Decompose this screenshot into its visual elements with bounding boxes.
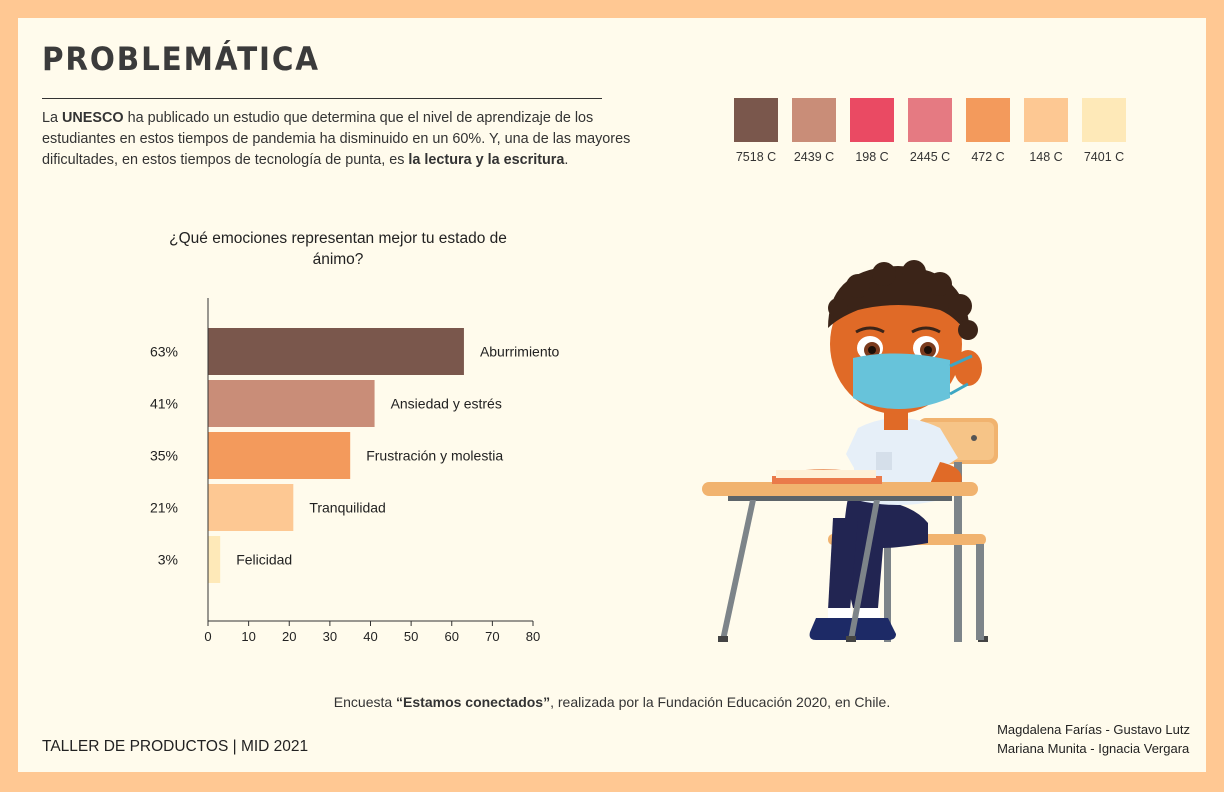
intro-text-3: . — [564, 152, 569, 168]
swatch-color — [966, 98, 1010, 142]
swatch-code: 7518 C — [735, 150, 777, 164]
bar-category-label: Aburrimiento — [480, 344, 560, 360]
x-tick-label: 60 — [445, 629, 459, 644]
bar — [208, 380, 375, 427]
swatch: 148 C — [1024, 98, 1068, 164]
x-tick-label: 80 — [526, 629, 540, 644]
x-tick-label: 40 — [363, 629, 377, 644]
bar — [208, 328, 464, 375]
x-tick-label: 0 — [204, 629, 211, 644]
bar-value-label: 21% — [150, 500, 178, 516]
course-label: TALLER DE PRODUCTOS | MID 2021 — [42, 738, 309, 755]
bar-value-label: 41% — [150, 396, 178, 412]
student-illustration — [702, 260, 998, 642]
source-note: Encuesta “Estamos conectados”, realizada… — [18, 694, 1206, 710]
source-text-post: , realizada por la Fundación Educación 2… — [550, 694, 891, 710]
swatch-color — [1082, 98, 1126, 142]
swatch-color — [908, 98, 952, 142]
color-palette: 7518 C 2439 C 198 C 2445 C 472 C 148 C 7401 C — [734, 98, 1126, 164]
intro-text-1: La — [42, 110, 63, 126]
bar-category-label: Frustración y molestia — [366, 448, 503, 464]
swatch-code: 7401 C — [1083, 150, 1125, 164]
credits-line-2: Mariana Munita - Ignacia Vergara — [997, 741, 1190, 756]
swatch-color — [850, 98, 894, 142]
title-divider — [42, 98, 602, 99]
swatch-code: 2445 C — [909, 150, 951, 164]
swatch: 472 C — [966, 98, 1010, 164]
x-tick-label: 70 — [485, 629, 499, 644]
source-text-pre: Encuesta — [333, 694, 397, 710]
bar — [208, 536, 221, 583]
swatch: 7518 C — [734, 98, 778, 164]
bar-value-label: 3% — [158, 552, 178, 568]
swatch-code: 472 C — [971, 150, 1005, 164]
swatch-code: 148 C — [1029, 150, 1063, 164]
intro-paragraph: La UNESCO ha publicado un estudio que de… — [42, 108, 652, 171]
bar — [208, 484, 294, 531]
intro-bold-unesco: UNESCO — [62, 110, 124, 126]
swatch-code: 2439 C — [793, 150, 835, 164]
intro-bold-reading: la lectura y la escritura — [408, 152, 565, 168]
poster-frame: PROBLEMÁTICA La UNESCO ha publicado un e… — [18, 18, 1206, 772]
source-survey-name: “Estamos conectados” — [396, 694, 551, 710]
bar-category-label: Felicidad — [236, 552, 292, 568]
x-tick-label: 20 — [282, 629, 296, 644]
swatch-color — [792, 98, 836, 142]
bar-category-label: Tranquilidad — [309, 500, 386, 516]
swatch-code: 198 C — [855, 150, 889, 164]
swatch: 198 C — [850, 98, 894, 164]
bar-value-label: 35% — [150, 448, 178, 464]
swatch-color — [1024, 98, 1068, 142]
x-tick-label: 30 — [323, 629, 337, 644]
bar-category-label: Ansiedad y estrés — [391, 396, 502, 412]
swatch: 2445 C — [908, 98, 952, 164]
swatch: 7401 C — [1082, 98, 1126, 164]
swatch-color — [734, 98, 778, 142]
bar-chart: 63% Aburrimiento 41% Ansiedad y estrés 35% Fr… — [150, 298, 560, 644]
credits: Magdalena Farías - Gustavo Lutz Mariana … — [997, 720, 1190, 758]
intro-text-2: ha publicado un estudio que determina qu… — [42, 110, 631, 168]
swatch: 2439 C — [792, 98, 836, 164]
student-drawing-icon — [702, 260, 998, 642]
bar-value-label: 63% — [150, 344, 178, 360]
chart-title: ¿Qué emociones representan mejor tu esta… — [169, 230, 507, 268]
credits-line-1: Magdalena Farías - Gustavo Lutz — [997, 722, 1190, 737]
bar — [208, 432, 351, 479]
x-tick-label: 50 — [404, 629, 418, 644]
x-tick-label: 10 — [241, 629, 255, 644]
page-title: PROBLEMÁTICA — [42, 40, 320, 78]
